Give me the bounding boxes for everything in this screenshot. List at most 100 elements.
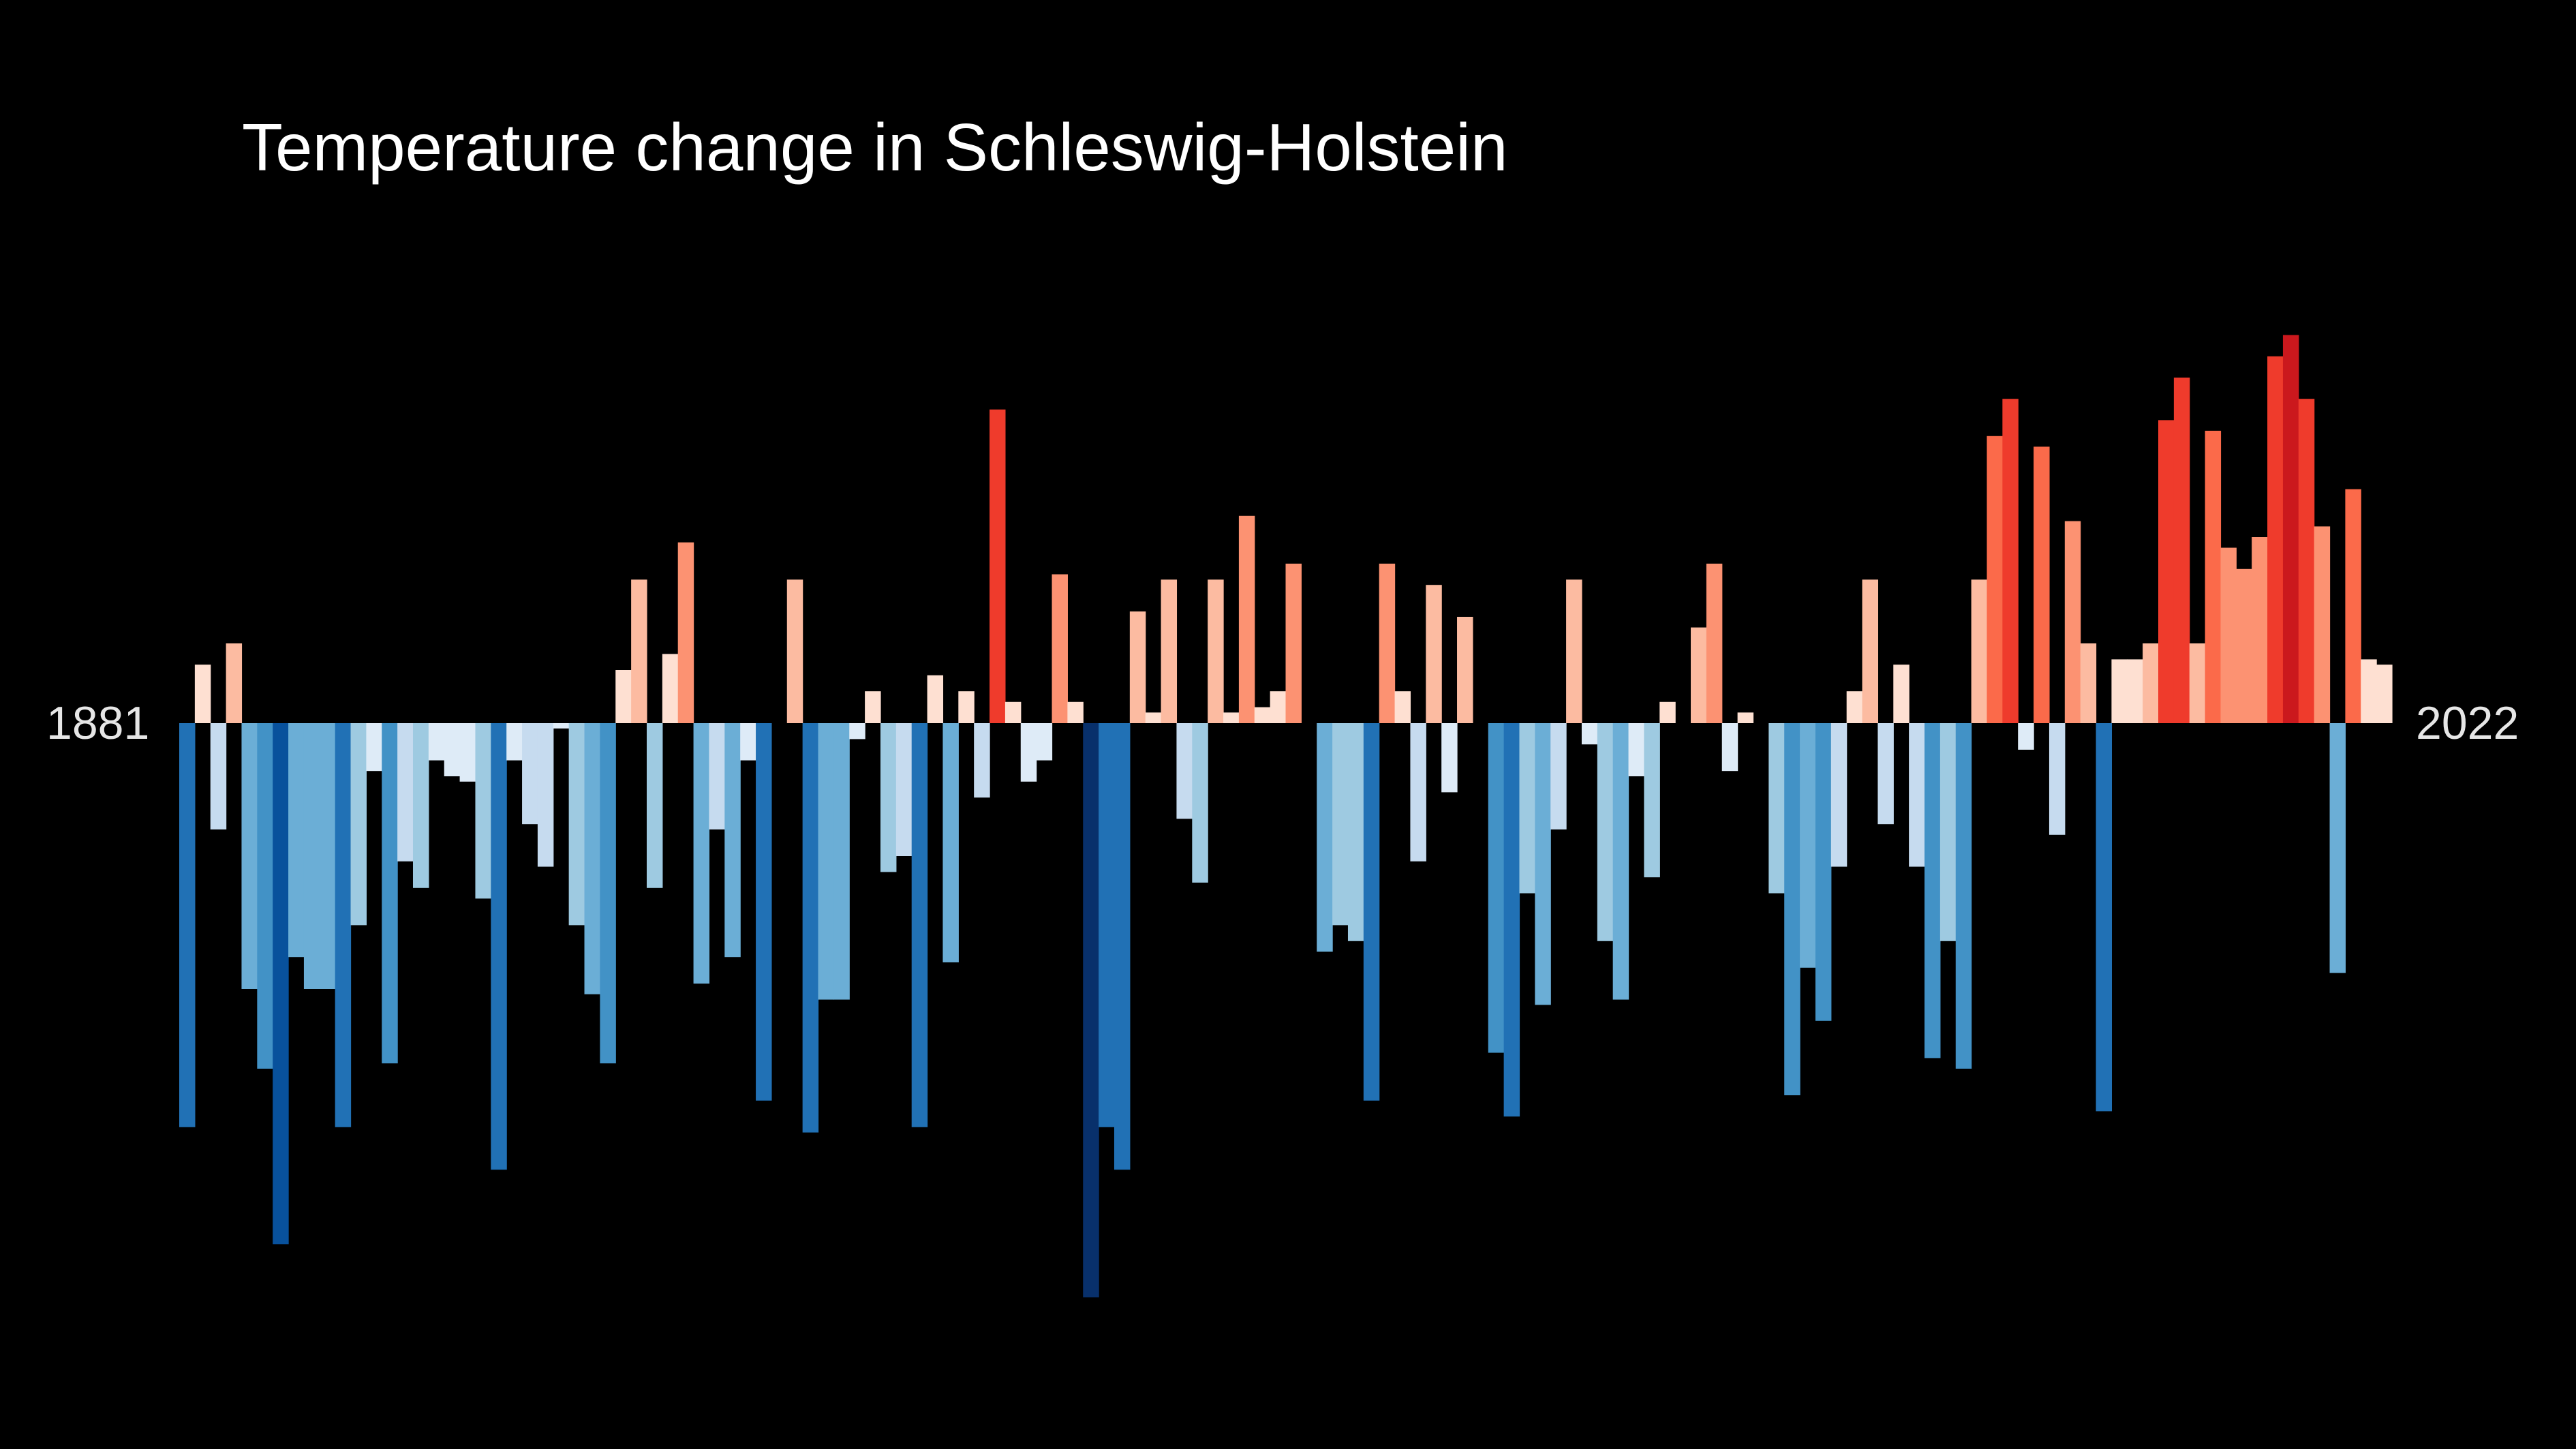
bar-1979 (1706, 564, 1723, 723)
bar-1981 (1737, 712, 1754, 723)
bar-1958 (1379, 564, 1396, 723)
bar-1906 (568, 723, 585, 926)
bar-1884 (226, 643, 243, 723)
bar-1925 (865, 691, 881, 723)
bar-1941 (1114, 723, 1131, 1170)
bar-2010 (2189, 643, 2206, 723)
bar-1896 (412, 723, 429, 888)
bar-1963 (1457, 617, 1473, 723)
bar-1988 (1846, 691, 1863, 723)
bar-1887 (273, 723, 289, 1245)
bar-1920 (786, 579, 803, 723)
bar-1997 (1987, 436, 2003, 723)
bar-1965 (1488, 723, 1505, 1053)
bar-1951 (1270, 691, 1287, 723)
bar-1905 (553, 723, 570, 729)
bar-1931 (958, 691, 975, 723)
bar-1903 (522, 723, 538, 825)
bar-1992 (1909, 723, 1925, 867)
bar-1891 (335, 723, 352, 1127)
bar-1913 (677, 542, 694, 723)
bar-2000 (2034, 446, 2050, 723)
bar-1885 (241, 723, 258, 989)
bar-1946 (1192, 723, 1208, 883)
bar-2005 (2111, 659, 2128, 723)
bar-1888 (288, 723, 305, 958)
bar-2021 (2361, 659, 2377, 723)
bar-1942 (1129, 611, 1146, 723)
bar-1930 (942, 723, 959, 962)
bar-1907 (584, 723, 600, 994)
bar-1889 (303, 723, 320, 989)
bar-2022 (2376, 665, 2393, 723)
bar-1936 (1036, 723, 1053, 761)
bar-1882 (194, 665, 211, 723)
bar-1945 (1176, 723, 1193, 819)
bar-1898 (444, 723, 461, 776)
bar-1962 (1441, 723, 1458, 793)
bar-1909 (615, 670, 632, 723)
bar-1947 (1208, 579, 1224, 723)
start-year-label: 1881 (46, 697, 150, 749)
bar-1986 (1815, 723, 1832, 1021)
bar-1901 (491, 723, 507, 1170)
bar-1990 (1877, 723, 1894, 825)
bar-1974 (1628, 723, 1645, 776)
bar-1902 (506, 723, 523, 761)
bar-1973 (1612, 723, 1629, 1000)
bar-1987 (1830, 723, 1847, 867)
bar-1956 (1347, 723, 1364, 941)
bar-1949 (1238, 515, 1255, 723)
bar-1969 (1550, 723, 1567, 829)
bar-1968 (1535, 723, 1551, 1005)
bar-1996 (1971, 579, 1988, 723)
bar-1978 (1691, 627, 1707, 723)
bar-1910 (631, 579, 647, 723)
bar-1916 (724, 723, 741, 958)
bar-1894 (382, 723, 398, 1064)
bar-1927 (895, 723, 913, 856)
bar-2017 (2298, 399, 2315, 723)
bar-2012 (2220, 547, 2237, 723)
bar-1961 (1426, 585, 1442, 723)
bar-2006 (2127, 659, 2143, 723)
bar-1960 (1410, 723, 1426, 861)
bar-2019 (2329, 723, 2346, 973)
bar-1921 (802, 723, 819, 1133)
end-year-label: 2022 (2416, 697, 2519, 749)
bar-1932 (974, 723, 990, 798)
bar-1994 (1939, 723, 1957, 941)
bar-2004 (2096, 723, 2113, 1112)
bar-1943 (1145, 712, 1162, 723)
bar-1938 (1067, 701, 1084, 723)
bar-1955 (1332, 723, 1349, 926)
bar-1897 (428, 723, 445, 761)
bar-2009 (2173, 378, 2190, 723)
bar-1892 (350, 723, 367, 926)
bar-2015 (2267, 356, 2284, 723)
bar-1959 (1394, 691, 1411, 723)
bar-1972 (1597, 723, 1614, 941)
bar-1915 (709, 723, 725, 829)
bar-1908 (600, 723, 616, 1064)
bar-1939 (1083, 723, 1099, 1298)
bar-2002 (2064, 521, 2081, 723)
bar-2007 (2143, 643, 2159, 723)
bar-1954 (1317, 723, 1333, 952)
bar-2008 (2158, 420, 2175, 723)
bar-1957 (1363, 723, 1380, 1101)
bar-1911 (646, 723, 663, 888)
bar-1944 (1161, 579, 1178, 723)
bar-1893 (366, 723, 382, 772)
bar-1989 (1862, 579, 1879, 723)
bar-1890 (319, 723, 336, 989)
bar-1976 (1659, 701, 1676, 723)
bar-1952 (1285, 564, 1302, 723)
bar-1883 (210, 723, 227, 829)
bar-1993 (1925, 723, 1941, 1058)
bar-1929 (927, 675, 944, 723)
bar-1923 (833, 723, 850, 1000)
bar-1926 (880, 723, 897, 872)
